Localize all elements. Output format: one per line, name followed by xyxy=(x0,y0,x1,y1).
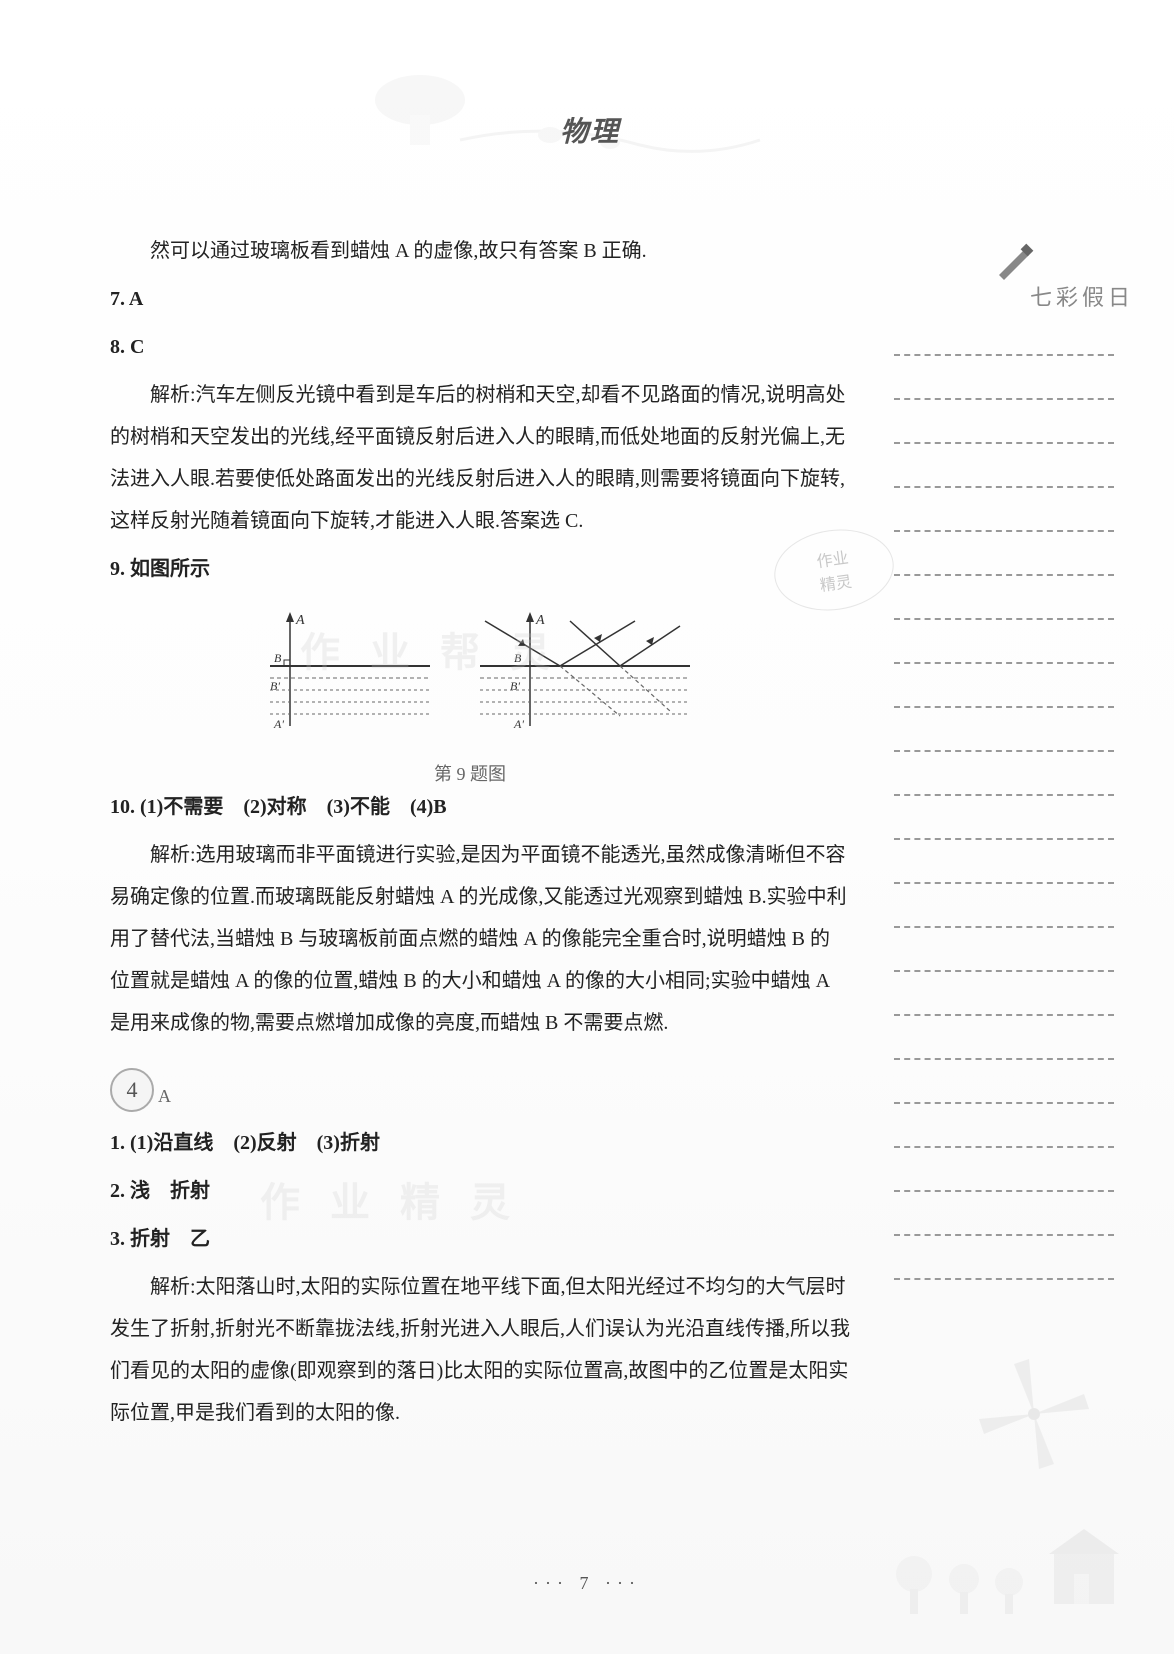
note-line xyxy=(894,794,1114,796)
q8-analysis: 解析:汽车左侧反光镜中看到是车后的树梢和天空,却看不见路面的情况,说明高处的树梢… xyxy=(110,374,850,542)
note-line xyxy=(894,574,1114,576)
svg-text:B': B' xyxy=(510,679,520,693)
q10-analysis: 解析:选用玻璃而非平面镜进行实验,是因为平面镜不能透光,虽然成像清晰但不容易确定… xyxy=(110,834,850,1044)
sidebar-notes: 七彩假日 xyxy=(894,280,1134,1322)
section-sub: A xyxy=(158,1086,171,1106)
footer-decoration-icon xyxy=(874,1504,1134,1624)
svg-text:A': A' xyxy=(513,717,524,731)
note-line xyxy=(894,706,1114,708)
note-line xyxy=(894,1234,1114,1236)
note-line xyxy=(894,486,1114,488)
stamp-line2: 精灵 xyxy=(818,568,853,596)
note-line xyxy=(894,1014,1114,1016)
note-line xyxy=(894,1058,1114,1060)
main-content: 然可以通过玻璃板看到蜡烛 A 的虚像,故只有答案 B 正确. 7. A 8. C… xyxy=(110,230,850,1440)
mushroom-deco-icon xyxy=(300,60,800,180)
s4-q3-analysis: 解析:太阳落山时,太阳的实际位置在地平线下面,但太阳光经过不均匀的大气层时发生了… xyxy=(110,1266,850,1434)
svg-text:A': A' xyxy=(273,717,284,731)
note-line xyxy=(894,530,1114,532)
note-line xyxy=(894,618,1114,620)
sidebar-title: 七彩假日 xyxy=(894,280,1134,312)
pen-icon xyxy=(994,240,1034,280)
section-4-badge-row: 4A xyxy=(110,1050,850,1122)
watermark-2: 作 业 精 灵 xyxy=(260,1170,520,1228)
header-decoration xyxy=(300,60,800,180)
note-line xyxy=(894,970,1114,972)
note-line xyxy=(894,398,1114,400)
note-line xyxy=(894,1102,1114,1104)
note-line xyxy=(894,442,1114,444)
diagram-caption: 第 9 题图 xyxy=(230,756,710,794)
note-line xyxy=(894,750,1114,752)
q8: 8. C xyxy=(110,326,850,368)
note-line xyxy=(894,1190,1114,1192)
section-badge: 4 xyxy=(110,1068,154,1112)
prev-tail: 然可以通过玻璃板看到蜡烛 A 的虚像,故只有答案 B 正确. xyxy=(110,230,850,272)
note-line xyxy=(894,882,1114,884)
q9: 9. 如图所示 xyxy=(110,548,850,590)
subject-label: 物理 xyxy=(560,110,620,150)
watermark-1: 作 业 帮 灵 xyxy=(300,620,560,678)
note-line xyxy=(894,838,1114,840)
note-line xyxy=(894,662,1114,664)
note-line xyxy=(894,1278,1114,1280)
s4-q1: 1. (1)沿直线 (2)反射 (3)折射 xyxy=(110,1122,850,1164)
page-number: ··· 7 ··· xyxy=(0,1573,1174,1594)
windmill-deco-icon xyxy=(954,1334,1114,1494)
note-line xyxy=(894,1146,1114,1148)
note-line xyxy=(894,926,1114,928)
note-line xyxy=(894,354,1114,356)
q7: 7. A xyxy=(110,278,850,320)
svg-text:B: B xyxy=(274,651,282,665)
svg-text:B': B' xyxy=(270,679,280,693)
